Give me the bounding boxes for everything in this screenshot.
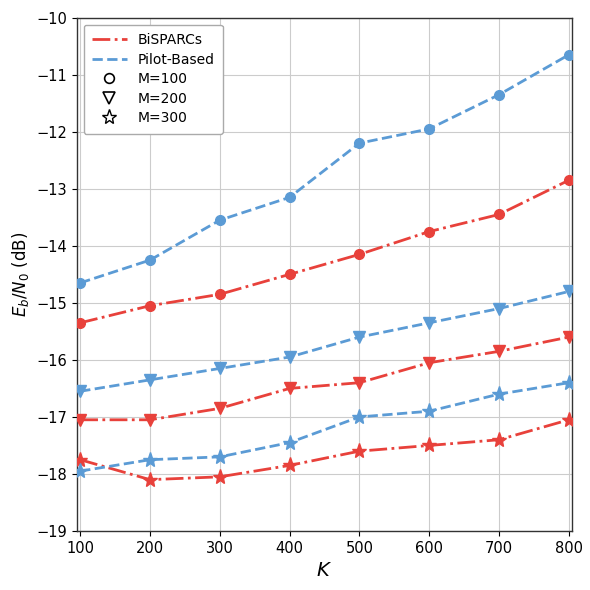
Legend: BiSPARCs, Pilot-Based, M=100, M=200, M=300: BiSPARCs, Pilot-Based, M=100, M=200, M=3… — [84, 25, 223, 133]
Y-axis label: $E_b/N_0$ (dB): $E_b/N_0$ (dB) — [9, 232, 31, 317]
X-axis label: $K$: $K$ — [316, 561, 333, 581]
